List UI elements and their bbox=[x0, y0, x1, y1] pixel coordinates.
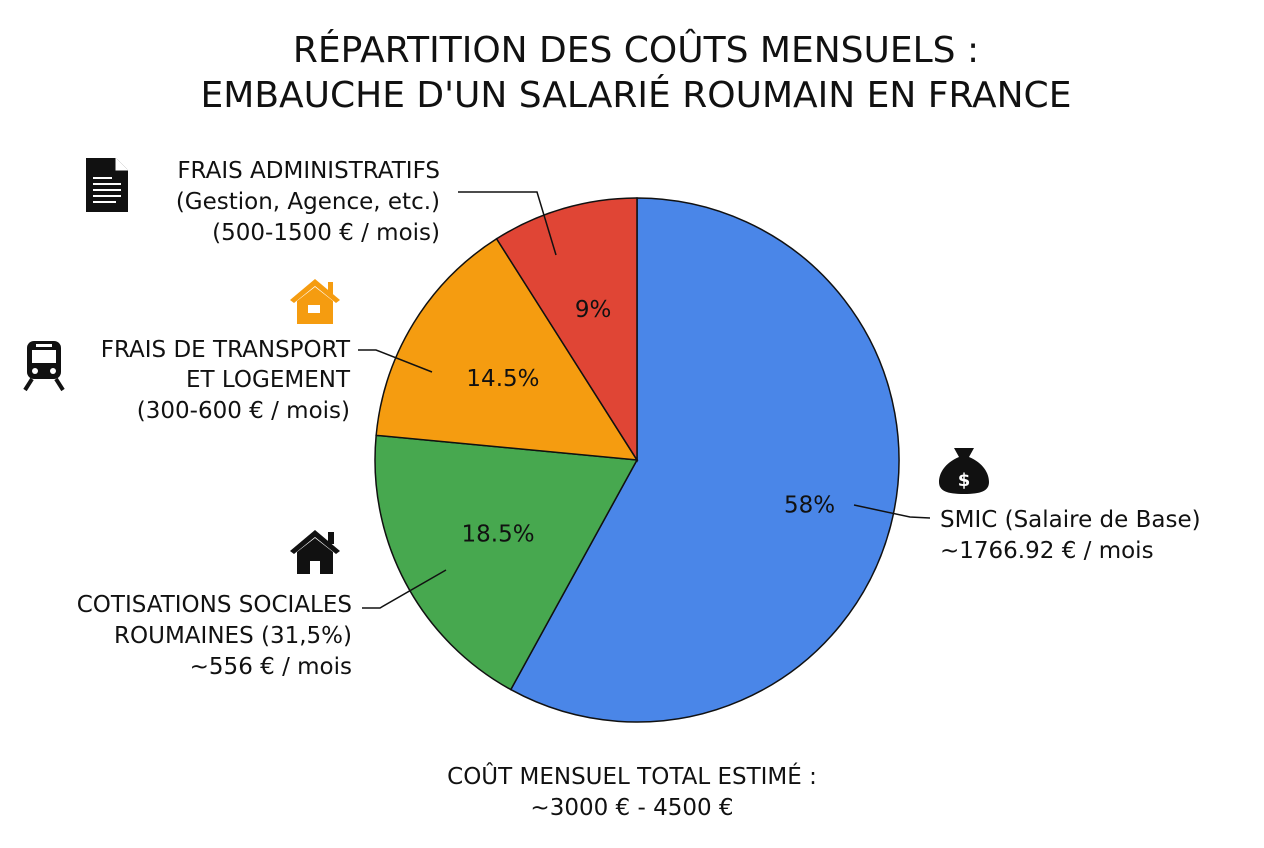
legend-admin-line-1: FRAIS ADMINISTRATIFS bbox=[177, 158, 440, 184]
pie-label-admin: 9% bbox=[575, 297, 612, 323]
legend-cotisations-line-1: COTISATIONS SOCIALES bbox=[77, 592, 352, 618]
pie-slice-cotisations bbox=[374, 434, 639, 691]
chart-title-line-2: EMBAUCHE D'UN SALARIÉ ROUMAIN EN FRANCE bbox=[201, 74, 1072, 116]
chart-title-line-1: RÉPARTITION DES COÛTS MENSUELS : bbox=[293, 29, 979, 71]
train-icon bbox=[23, 341, 65, 392]
pie-label-transport: 14.5% bbox=[466, 366, 539, 392]
pie-slices bbox=[374, 197, 900, 723]
pie-label-smic: 58% bbox=[784, 492, 835, 518]
legend-cotisations-line-2: ROUMAINES (31,5%) bbox=[114, 623, 352, 649]
footer-line-2: ~3000 € - 4500 € bbox=[530, 795, 733, 821]
legend-admin-line-3: (500-1500 € / mois) bbox=[212, 220, 440, 246]
pie-percent-labels: 58% 18.5% 14.5% 9% bbox=[462, 297, 836, 548]
legend-admin-line-2: (Gestion, Agence, etc.) bbox=[176, 189, 440, 215]
leader-line-transport bbox=[358, 349, 433, 373]
document-icon bbox=[86, 158, 128, 212]
pie-slice-admin bbox=[495, 197, 638, 463]
legend-admin: FRAIS ADMINISTRATIFS (Gestion, Agence, e… bbox=[86, 158, 440, 246]
pie-slice-transport bbox=[375, 237, 639, 461]
leader-line-admin bbox=[458, 191, 557, 256]
legend-transport-line-2: ET LOGEMENT bbox=[186, 367, 351, 393]
footer-line-1: COÛT MENSUEL TOTAL ESTIMÉ : bbox=[447, 762, 817, 790]
money-bag-icon: $ bbox=[939, 448, 989, 494]
legend-cotisations-line-3: ~556 € / mois bbox=[190, 654, 352, 680]
house-icon bbox=[290, 530, 340, 574]
pie-slice-smic bbox=[509, 197, 900, 723]
legend-smic: $ SMIC (Salaire de Base) ~1766.92 € / mo… bbox=[939, 448, 1201, 564]
legend-smic-line-2: ~1766.92 € / mois bbox=[940, 538, 1154, 564]
legend-cotisations: COTISATIONS SOCIALES ROUMAINES (31,5%) ~… bbox=[77, 530, 352, 680]
legend-transport-line-3: (300-600 € / mois) bbox=[137, 398, 350, 424]
svg-text:$: $ bbox=[958, 470, 971, 491]
house-icon-orange bbox=[290, 279, 340, 324]
legend-transport-line-1: FRAIS DE TRANSPORT bbox=[101, 337, 351, 363]
leader-line-cotisations bbox=[362, 569, 447, 609]
legend-transport: FRAIS DE TRANSPORT ET LOGEMENT (300-600 … bbox=[23, 337, 351, 424]
pie-label-cotisations: 18.5% bbox=[462, 522, 535, 548]
legend-smic-line-1: SMIC (Salaire de Base) bbox=[940, 507, 1201, 533]
leader-line-smic bbox=[853, 504, 931, 519]
